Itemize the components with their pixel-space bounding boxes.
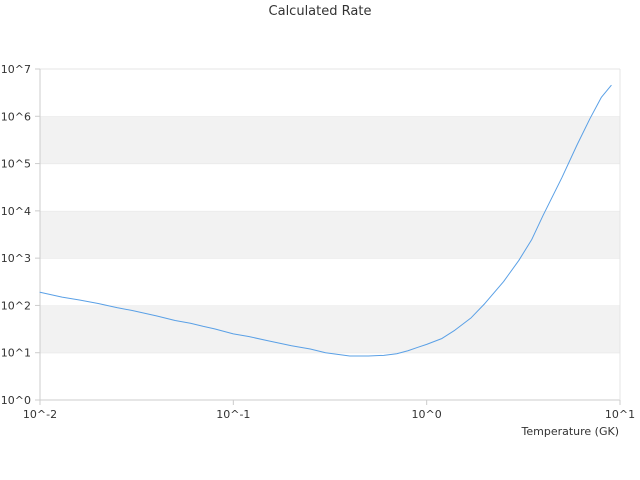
tick-labels: 10^-2 10^-1 10^0 10^1 10^0 10^1 10^2 10^3 10^4 10… (1, 63, 635, 421)
x-tick-label: 10^1 (605, 408, 635, 421)
x-tick-label: 10^0 (412, 408, 442, 421)
x-tick-label: 10^-2 (23, 408, 57, 421)
axes (35, 68, 621, 405)
grid-band (40, 210, 620, 259)
grid-band (40, 352, 620, 400)
chart-title: Calculated Rate (268, 4, 372, 19)
grid-band (40, 116, 620, 164)
grid-band (40, 258, 620, 306)
y-tick-label: 10^2 (1, 299, 31, 312)
y-tick-label: 10^3 (1, 252, 31, 265)
y-tick-label: 10^5 (1, 158, 31, 171)
x-tick-label: 10^-1 (216, 408, 250, 421)
grid-bands (40, 68, 620, 400)
series-line (39, 84, 612, 357)
y-tick-label: 10^1 (1, 347, 31, 360)
y-tick-label: 10^0 (1, 394, 31, 407)
grid-band (40, 163, 620, 211)
grid-band (40, 305, 620, 353)
y-tick-label: 10^7 (1, 63, 31, 76)
y-tick-label: 10^4 (1, 205, 31, 218)
y-tick-label: 10^6 (1, 110, 31, 123)
series-lines (39, 84, 612, 357)
grid-band (40, 69, 620, 117)
x-axis-label: Temperature (GK) (521, 425, 620, 438)
